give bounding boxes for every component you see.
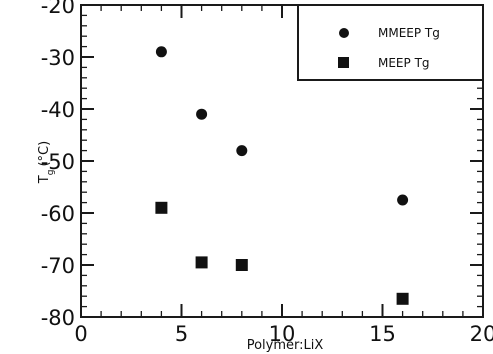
y-tick-label: -80 (41, 306, 75, 330)
y-axis-title-unit: (°C) (37, 141, 52, 167)
y-tick-label: -70 (41, 254, 75, 278)
data-point-mmeep-tg (397, 194, 409, 206)
data-point-mmeep-tg (196, 108, 208, 120)
y-tick-label: -60 (41, 202, 75, 226)
y-tick-labels: -20 -30 -40 -50 -60 -70 -80 (41, 0, 75, 330)
y-axis-title: Tg (°C) (37, 141, 56, 184)
y-tick-label: -50 (41, 150, 75, 174)
x-tick-label: 15 (369, 322, 396, 346)
y-tick-label: -20 (41, 0, 75, 18)
x-tick-label: 0 (74, 322, 87, 346)
data-point-meep-tg (235, 259, 248, 271)
data-point-meep-tg (195, 256, 208, 269)
y-axis-title-symbol: T (37, 175, 52, 184)
legend-box (297, 4, 484, 81)
x-tick-label: 20 (470, 322, 493, 346)
legend-label-meep-tg: MEEP Tg (378, 56, 430, 70)
y-tick-label: -40 (41, 98, 75, 122)
x-tick-label: 5 (175, 322, 188, 346)
legend-marker-mmeep-tg (339, 28, 349, 38)
x-tick-label: 10 (269, 322, 296, 346)
legend: MMEEP Tg MEEP Tg (297, 4, 484, 81)
legend-label-mmeep-tg: MMEEP Tg (378, 26, 440, 40)
legend-marker-meep-tg (338, 57, 349, 68)
data-point-mmeep-tg (236, 145, 248, 157)
x-tick-labels: 0 5 10 15 20 (74, 322, 493, 346)
y-tick-label: -30 (41, 46, 75, 70)
y-axis-title-subscript: g (46, 170, 56, 176)
data-point-meep-tg (396, 292, 409, 305)
data-point-meep-tg (155, 201, 168, 214)
data-point-mmeep-tg (155, 46, 167, 58)
x-axis-title: Polymer:LiX (247, 338, 324, 353)
data-points (155, 46, 409, 305)
